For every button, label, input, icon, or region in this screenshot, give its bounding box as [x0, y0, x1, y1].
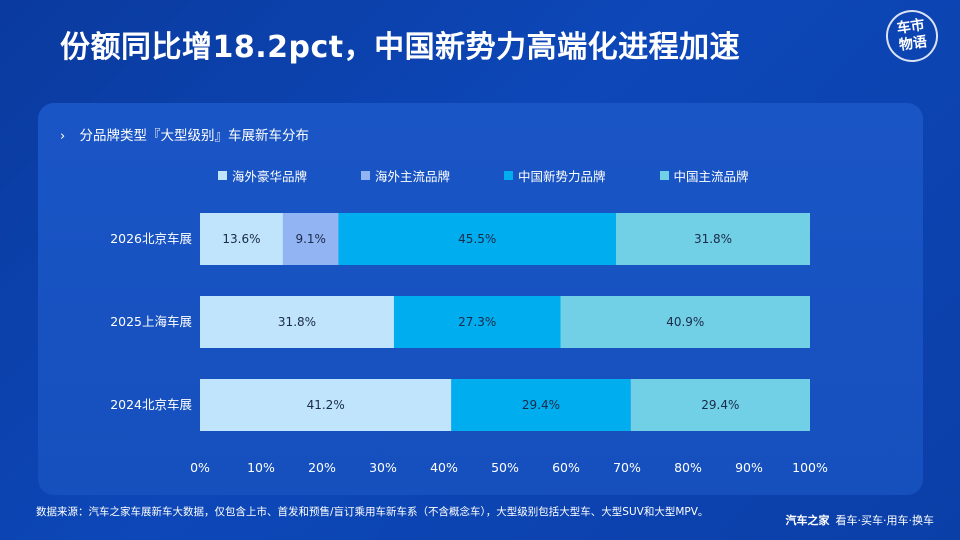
x-tick-label: 80% — [674, 460, 702, 475]
legend-item: 海外豪华品牌 — [218, 166, 307, 185]
legend-label: 中国新势力品牌 — [518, 168, 606, 184]
legend-item: 中国主流品牌 — [659, 166, 749, 185]
legend-label: 海外豪华品牌 — [232, 168, 308, 184]
chart-legend: 海外豪华品牌 海外主流品牌 中国新势力品牌 中国主流品牌 — [218, 166, 803, 184]
data-label: 9.1% — [295, 232, 326, 246]
bar-segment — [451, 379, 631, 431]
legend-label: 中国主流品牌 — [673, 168, 749, 184]
x-tick-label: 30% — [369, 460, 397, 475]
brand-footer: 汽车之家 看车·买车·用车·换车 — [786, 512, 935, 528]
bar-segment — [282, 213, 339, 265]
legend-item: 海外主流品牌 — [361, 166, 450, 185]
bar-segment — [200, 213, 283, 265]
legend-item: 中国新势力品牌 — [504, 166, 606, 185]
data-label: 31.8% — [694, 232, 732, 246]
data-label: 31.8% — [278, 315, 316, 329]
brand-slogan: 看车·买车·用车·换车 — [835, 514, 935, 527]
category-label: 2026北京车展 — [110, 231, 192, 246]
x-tick-label: 20% — [308, 460, 336, 475]
bar-segment — [560, 296, 810, 348]
x-tick-label: 100% — [792, 460, 828, 475]
bar-segment — [616, 213, 810, 265]
bar-segment — [393, 296, 561, 348]
legend-swatch — [504, 170, 514, 180]
x-tick-label: 90% — [735, 460, 763, 475]
bar-segment — [338, 213, 617, 265]
category-label: 2025上海车展 — [110, 314, 192, 329]
bar-segment — [200, 379, 452, 431]
x-tick-label: 10% — [247, 460, 275, 475]
x-tick-label: 60% — [552, 460, 580, 475]
category-label: 2024北京车展 — [110, 397, 192, 412]
data-label: 29.4% — [701, 398, 739, 412]
data-label: 27.3% — [458, 315, 496, 329]
chart-subtitle-text: 分品牌类型『大型级别』车展新车分布 — [79, 128, 310, 144]
bar-segment — [630, 379, 810, 431]
x-tick-label: 70% — [613, 460, 641, 475]
data-label: 29.4% — [522, 398, 560, 412]
chart-subtitle: › 分品牌类型『大型级别』车展新车分布 — [60, 124, 309, 144]
page-title: 份额同比增18.2pct，中国新势力高端化进程加速 — [60, 30, 741, 65]
x-tick-label: 0% — [190, 460, 210, 475]
data-label: 40.9% — [666, 315, 704, 329]
x-tick-label: 40% — [430, 460, 458, 475]
data-label: 41.2% — [307, 398, 345, 412]
data-label: 13.6% — [222, 232, 260, 246]
bar-segment — [200, 296, 394, 348]
chevron-right-icon: › — [60, 129, 66, 144]
legend-swatch — [361, 170, 371, 180]
legend-label: 海外主流品牌 — [375, 168, 451, 184]
data-label: 45.5% — [458, 232, 496, 246]
legend-swatch — [659, 170, 669, 180]
source-note: 数据来源：汽车之家车展新车大数据，仅包含上市、首发和预售/盲订乘用车新车系（不含… — [36, 506, 709, 518]
legend-swatch — [218, 170, 227, 180]
x-tick-label: 50% — [491, 460, 519, 475]
brand-name: 汽车之家 — [785, 514, 830, 527]
